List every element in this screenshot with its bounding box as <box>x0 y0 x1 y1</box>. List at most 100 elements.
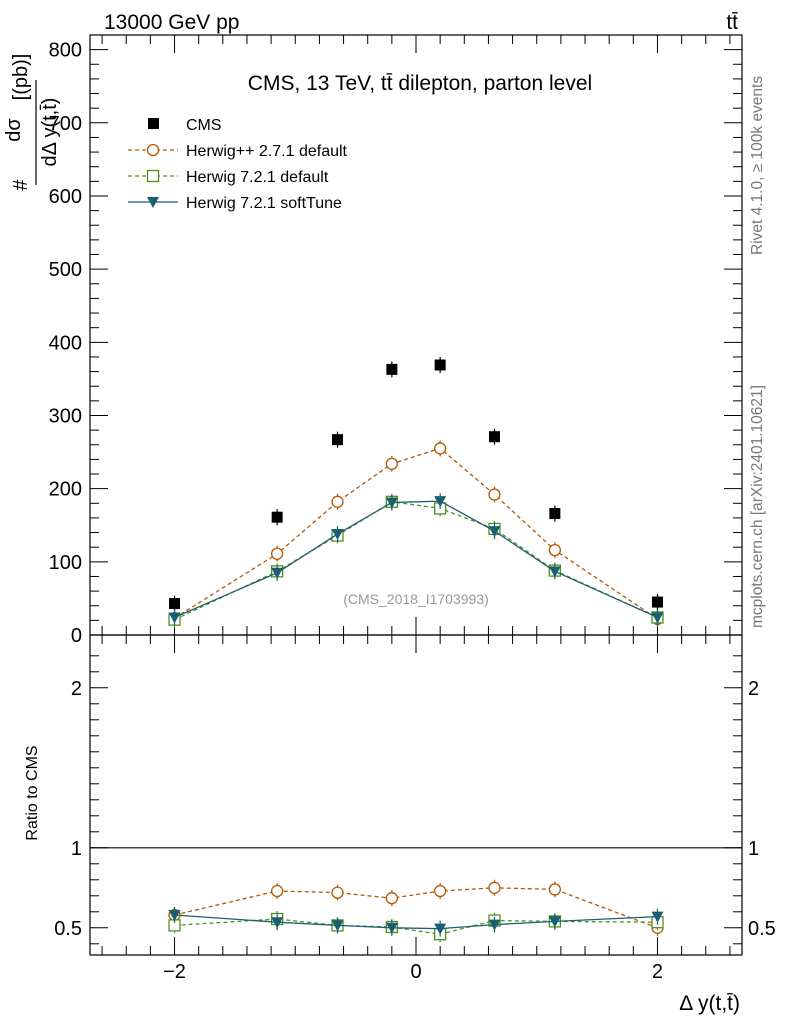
main-y-tick-label: 100 <box>49 552 82 574</box>
main-series-2 <box>168 493 664 628</box>
ratio-x-ticks: −2 0 2 <box>101 635 731 983</box>
main-data-point <box>488 526 501 538</box>
ratio-series-0 <box>168 879 664 936</box>
legend-label-herwigpp: Herwig++ 2.7.1 default <box>186 143 348 160</box>
ratio-series-line <box>174 914 658 930</box>
ratio-x-tick-label: −2 <box>163 961 186 983</box>
energy-label: 13000 GeV pp <box>104 11 239 34</box>
main-data-point <box>549 508 561 520</box>
ratio-y-ticks: 0.5 0.5 1 1 2 2 <box>54 655 776 945</box>
main-data-point <box>386 363 398 375</box>
legend-entry-herwigpp: Herwig++ 2.7.1 default <box>128 143 348 160</box>
ratio-data-point <box>168 910 181 921</box>
legend-marker-herwigpp <box>146 143 160 157</box>
main-data-point <box>270 547 284 560</box>
main-series-3 <box>168 493 664 626</box>
legend-label-softtune: Herwig 7.2.1 softTune <box>186 195 342 212</box>
main-data-point <box>488 431 500 443</box>
main-y-tick-label: 500 <box>49 259 82 281</box>
main-data-point <box>434 496 447 508</box>
ratio-series-layer <box>168 879 664 943</box>
ratio-y-tick-label: 2 <box>71 678 82 700</box>
side-label-bottom: mcplots.cern.ch [arXiv:2401.10621] <box>749 385 766 628</box>
main-data-point <box>651 612 664 624</box>
ratio-data-point <box>434 923 447 935</box>
ratio-data-point <box>385 922 398 934</box>
main-y-ticks: 0 100 200 300 400 500 600 700 800 <box>49 40 742 647</box>
main-y-tick-label: 700 <box>49 113 82 135</box>
legend-marker-herwig721 <box>146 169 160 183</box>
ratio-data-point <box>548 916 561 928</box>
main-data-point <box>168 612 181 624</box>
ratio-data-point <box>385 892 399 905</box>
ratio-data-point <box>548 883 562 896</box>
main-series-line <box>174 500 658 619</box>
process-label: tt̄ <box>726 11 738 34</box>
legend: CMS Herwig++ 2.7.1 default Herwig 7.2.1 … <box>128 117 348 212</box>
ratio-x-tick-label: 0 <box>410 961 421 983</box>
y-axis-label: # dσ dΔ y(t,t̄) [(pb)] <box>3 54 61 191</box>
ratio-data-point <box>433 884 447 898</box>
main-data-point <box>331 529 344 541</box>
ratio-data-point <box>331 920 344 932</box>
ratio-data-point <box>488 919 501 931</box>
ratio-series-2 <box>168 907 664 937</box>
main-plot-title: CMS, 13 TeV, tt̄ dilepton, parton level <box>248 72 592 95</box>
ratio-y-label: Ratio to CMS <box>24 745 41 840</box>
y-label-unit: [(pb)] <box>10 54 32 101</box>
main-data-point <box>548 566 561 578</box>
ratio-series-line <box>174 918 658 935</box>
legend-entry-cms: CMS <box>148 117 222 134</box>
ratio-data-point <box>651 911 664 923</box>
watermark: (CMS_2018_I1703993) <box>343 591 489 607</box>
ratio-data-point <box>331 886 344 899</box>
ratio-y-tick-label-right: 2 <box>748 678 759 700</box>
main-y-tick-label: 600 <box>49 186 82 208</box>
x-axis-label: Δ y(t,t̄) <box>679 992 740 1015</box>
ratio-series-line <box>174 887 658 929</box>
main-y-tick-label: 800 <box>49 40 82 62</box>
main-plot-panel: CMS, 13 TeV, tt̄ dilepton, parton level … <box>3 34 743 647</box>
main-data-point <box>271 567 284 579</box>
main-y-tick-label: 200 <box>49 479 82 501</box>
y-label-denominator: dΔ y(t,t̄) <box>39 98 61 167</box>
main-data-point <box>385 457 399 470</box>
main-data-point <box>651 596 663 608</box>
main-data-point <box>169 598 181 610</box>
main-data-point <box>331 495 344 508</box>
ratio-y-tick-label: 1 <box>71 838 82 860</box>
main-series-layer <box>168 357 664 628</box>
main-data-point <box>385 497 398 509</box>
main-data-point <box>332 434 344 446</box>
side-label-top: Rivet 4.1.0, ≥ 100k events <box>749 76 766 255</box>
main-y-tick-label: 0 <box>71 625 82 647</box>
legend-label-cms: CMS <box>186 117 222 134</box>
main-series-line <box>174 447 658 620</box>
legend-label-herwig721: Herwig 7.2.1 default <box>186 169 329 186</box>
ratio-data-point <box>270 884 284 898</box>
legend-entry-herwig721: Herwig 7.2.1 default <box>128 169 329 186</box>
y-label-numerator: dσ <box>3 118 25 142</box>
y-label-prefix: # <box>10 179 32 191</box>
ratio-y-tick-label: 0.5 <box>54 918 82 940</box>
main-y-tick-label: 400 <box>49 332 82 354</box>
legend-marker-cms <box>148 118 159 129</box>
main-series-line <box>174 501 658 621</box>
ratio-data-point <box>271 917 284 929</box>
main-data-point <box>271 511 283 523</box>
ratio-data-point <box>488 881 501 894</box>
main-y-tick-label: 300 <box>49 405 82 427</box>
ratio-plot-frame <box>89 634 743 956</box>
legend-marker-softtune <box>147 197 159 208</box>
ratio-y-tick-label-right: 1 <box>748 838 759 860</box>
legend-entry-softtune: Herwig 7.2.1 softTune <box>128 195 342 212</box>
ratio-x-tick-label: 2 <box>652 961 663 983</box>
main-data-point <box>433 442 447 455</box>
main-series-0 <box>169 357 663 612</box>
main-data-point <box>434 359 446 371</box>
main-data-point <box>488 488 501 501</box>
ratio-y-tick-label-right: 0.5 <box>748 918 776 940</box>
main-data-point <box>548 543 562 557</box>
ratio-plot-panel: Ratio to CMS Δ y(t,t̄) 0.5 0.5 1 1 2 2 −2 0 2 <box>24 634 776 1015</box>
